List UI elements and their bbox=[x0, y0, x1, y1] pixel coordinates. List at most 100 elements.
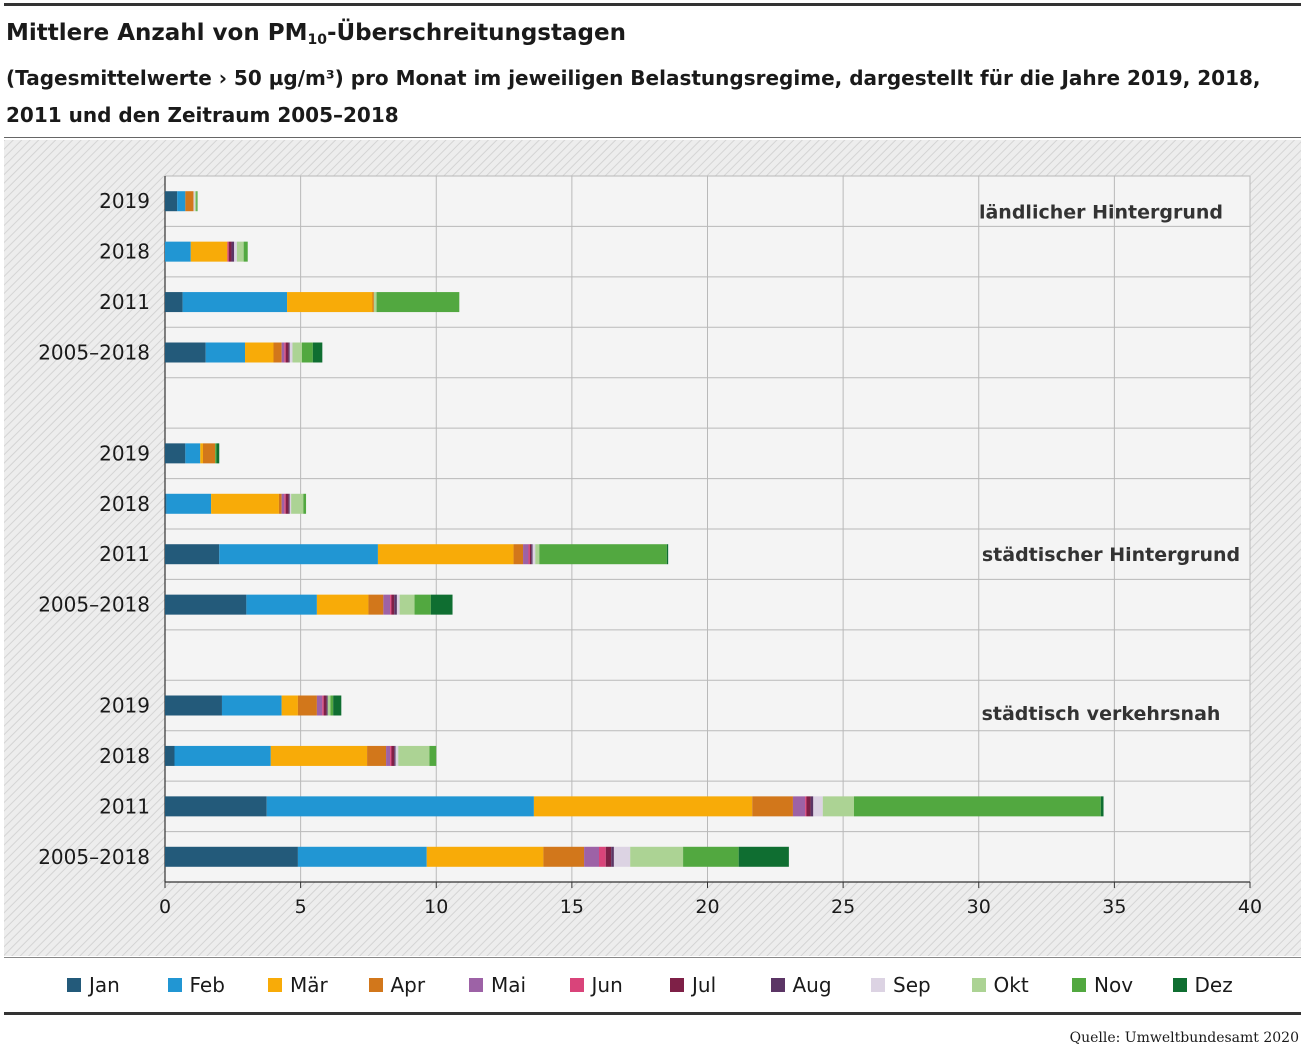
x-tick-label: 35 bbox=[1102, 896, 1126, 918]
bar-segment-jun bbox=[805, 796, 807, 817]
legend-label: Jul bbox=[692, 973, 717, 997]
group-label: ländlicher Hintergrund bbox=[979, 202, 1223, 224]
bar-segment-okt bbox=[822, 796, 854, 817]
bar-segment-apr bbox=[367, 745, 387, 766]
x-tick-label: 30 bbox=[967, 896, 991, 918]
legend-label: Feb bbox=[189, 973, 225, 997]
bar-segment-aug bbox=[531, 544, 533, 565]
y-tick-label: 2018 bbox=[99, 492, 150, 516]
bar-segment-jul bbox=[285, 493, 289, 514]
bar-segment-apr bbox=[202, 443, 216, 464]
y-tick-label: 2019 bbox=[99, 694, 150, 718]
x-tick-label: 10 bbox=[424, 896, 448, 918]
x-tick-label: 25 bbox=[831, 896, 855, 918]
bar-segment-okt bbox=[399, 594, 415, 615]
bar-segment-jul bbox=[806, 796, 811, 817]
bar-segment-jan bbox=[165, 342, 206, 363]
bar-segment-mär bbox=[200, 443, 203, 464]
legend-label: Sep bbox=[893, 973, 931, 997]
bar-segment-jun bbox=[284, 493, 286, 514]
bar-segment-dez bbox=[216, 443, 220, 464]
bar-segment-jan bbox=[165, 493, 167, 514]
bar-segment-jun bbox=[528, 544, 530, 565]
chart-panel: 0 5 10 15 20 25 30 35 40 2019 2018 ländlicher Hinte… bbox=[4, 140, 1301, 956]
bar-segment-feb bbox=[205, 342, 246, 363]
bar-segment-mai bbox=[316, 695, 323, 716]
x-tick-label: 15 bbox=[560, 896, 584, 918]
chart-subtitle: (Tagesmittelwerte › 50 µg/m³) pro Monat … bbox=[6, 66, 1261, 127]
bar-segment-jul bbox=[285, 342, 289, 363]
bar-segment-dez bbox=[738, 846, 789, 867]
bar-segment-apr bbox=[513, 544, 524, 565]
legend-item-jul: Jul bbox=[670, 966, 716, 1004]
legend-label: Dez bbox=[1194, 973, 1233, 997]
bar-segment-jan bbox=[165, 846, 298, 867]
legend-item-jan: Jan bbox=[67, 966, 120, 1004]
bar-segment-dez bbox=[333, 695, 342, 716]
bar-segment-apr bbox=[185, 191, 194, 212]
bar-segment-jan bbox=[165, 594, 247, 615]
bar-segment-okt bbox=[373, 292, 377, 313]
bar-segment-sep bbox=[395, 745, 399, 766]
bar-segment-aug bbox=[326, 695, 328, 716]
legend-swatch bbox=[770, 978, 785, 992]
legend-item-mär: Mär bbox=[268, 966, 328, 1004]
bar-segment-nov bbox=[243, 241, 248, 262]
legend-item-jun: Jun bbox=[569, 966, 623, 1004]
bar-segment-okt bbox=[398, 745, 430, 766]
bar-segment-mär bbox=[245, 342, 274, 363]
x-tick-label: 0 bbox=[159, 896, 171, 918]
bar-segment-apr bbox=[752, 796, 793, 817]
legend-item-okt: Okt bbox=[971, 966, 1029, 1004]
bar-segment-jan bbox=[165, 544, 220, 565]
legend-label: Okt bbox=[993, 973, 1029, 997]
bar-segment-apr bbox=[368, 594, 384, 615]
legend-label: Jun bbox=[591, 973, 623, 997]
bar-segment-jun bbox=[390, 745, 392, 766]
bar-segment-nov bbox=[853, 796, 1101, 817]
bar-segment-jan bbox=[165, 695, 222, 716]
bar-segment-mai bbox=[523, 544, 529, 565]
legend-swatch bbox=[368, 978, 383, 992]
bar-segment-mär bbox=[533, 796, 753, 817]
bar-segment-okt bbox=[535, 544, 540, 565]
legend-label: Mai bbox=[491, 973, 527, 997]
bar-segment-okt bbox=[236, 241, 244, 262]
bar-segment-nov bbox=[429, 745, 437, 766]
legend-swatch bbox=[871, 978, 885, 992]
legend-divider bbox=[4, 957, 1301, 958]
legend-item-dez: Dez bbox=[1172, 966, 1233, 1004]
bar-segment-okt bbox=[292, 342, 302, 363]
legend-swatch bbox=[167, 978, 182, 992]
bar-segment-mär bbox=[211, 493, 279, 514]
bar-segment-feb bbox=[177, 191, 186, 212]
y-tick-label: 2019 bbox=[99, 189, 150, 213]
bar-segment-nov bbox=[376, 292, 460, 313]
bar-segment-nov bbox=[196, 191, 198, 212]
legend-swatch bbox=[1072, 978, 1086, 992]
bar-segment-apr bbox=[297, 695, 317, 716]
bar-segment-nov bbox=[414, 594, 431, 615]
bar-segment-feb bbox=[174, 745, 271, 766]
bar-segment-sep bbox=[396, 594, 400, 615]
chart-title-subscript: 10 bbox=[307, 32, 327, 48]
bar-segment-jul bbox=[391, 594, 395, 615]
bar-segment-okt bbox=[291, 493, 304, 514]
bar-segment-apr bbox=[543, 846, 585, 867]
header-divider bbox=[4, 137, 1301, 138]
y-tick-label: 2005–2018 bbox=[38, 845, 150, 869]
y-tick-label: 2018 bbox=[99, 240, 150, 264]
legend-item-feb: Feb bbox=[167, 966, 225, 1004]
bar-segment-mär bbox=[270, 745, 368, 766]
group-label: städtisch verkehrsnah bbox=[982, 703, 1221, 725]
bar-segment-feb bbox=[219, 544, 378, 565]
bar-segment-jan bbox=[165, 191, 178, 212]
bar-segment-sep bbox=[193, 191, 195, 212]
bar-segment-feb bbox=[266, 796, 534, 817]
bar-segment-jun bbox=[322, 695, 324, 716]
bar-segment-mär bbox=[377, 544, 514, 565]
legend: Jan Feb Mär Apr Mai Jun Jul Aug Sep Okt Nov Dez bbox=[60, 966, 1300, 1004]
bar-segment-nov bbox=[683, 846, 739, 867]
bar-segment-nov bbox=[330, 695, 334, 716]
bar-segment-jun bbox=[390, 594, 392, 615]
